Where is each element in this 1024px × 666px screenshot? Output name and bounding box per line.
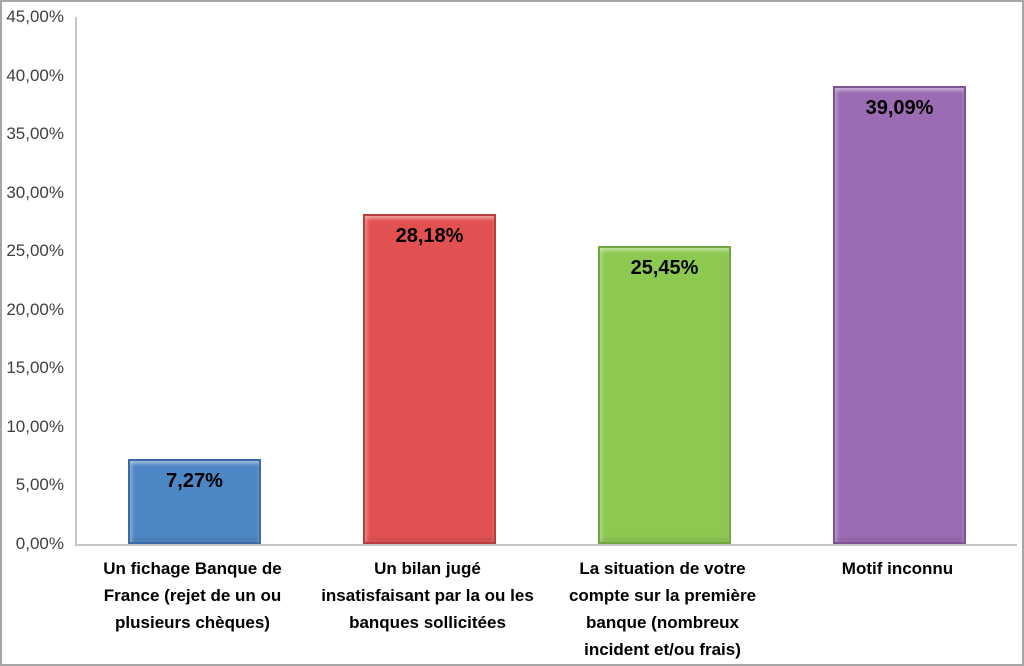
bar-1: 7,27%	[128, 459, 261, 544]
y-tick-label: 45,00%	[6, 7, 64, 26]
y-tick-label: 40,00%	[6, 65, 64, 85]
y-tick-label: 35,00%	[6, 124, 64, 144]
category-label: Un fichage Banque de France (rejet de un…	[103, 559, 282, 632]
plot-area: 7,27% 28,18% 25,45% 39,09%	[75, 17, 1017, 546]
y-tick-label: 15,00%	[6, 358, 64, 378]
y-tick-label: 5,00%	[15, 475, 64, 495]
y-tick-label: 25,00%	[6, 241, 64, 261]
bar-4: 39,09%	[833, 86, 966, 544]
category-label: Motif inconnu	[841, 559, 954, 578]
bar-2: 28,18%	[363, 214, 496, 544]
bar-3: 25,45%	[598, 246, 731, 544]
bar-value-label: 25,45%	[630, 257, 699, 279]
bar-value-label: 28,18%	[395, 225, 464, 247]
y-tick-label: 10,00%	[6, 416, 64, 436]
category-label: Un bilan jugé insatisfaisant par la ou l…	[321, 559, 534, 632]
y-tick-label: 20,00%	[6, 299, 64, 319]
y-tick-label: 0,00%	[15, 534, 64, 553]
y-tick-label: 30,00%	[6, 182, 64, 202]
category-label: La situation de votre compte sur la prem…	[568, 559, 757, 659]
bar-value-label: 39,09%	[865, 97, 934, 119]
bar-value-label: 7,27%	[166, 470, 223, 492]
